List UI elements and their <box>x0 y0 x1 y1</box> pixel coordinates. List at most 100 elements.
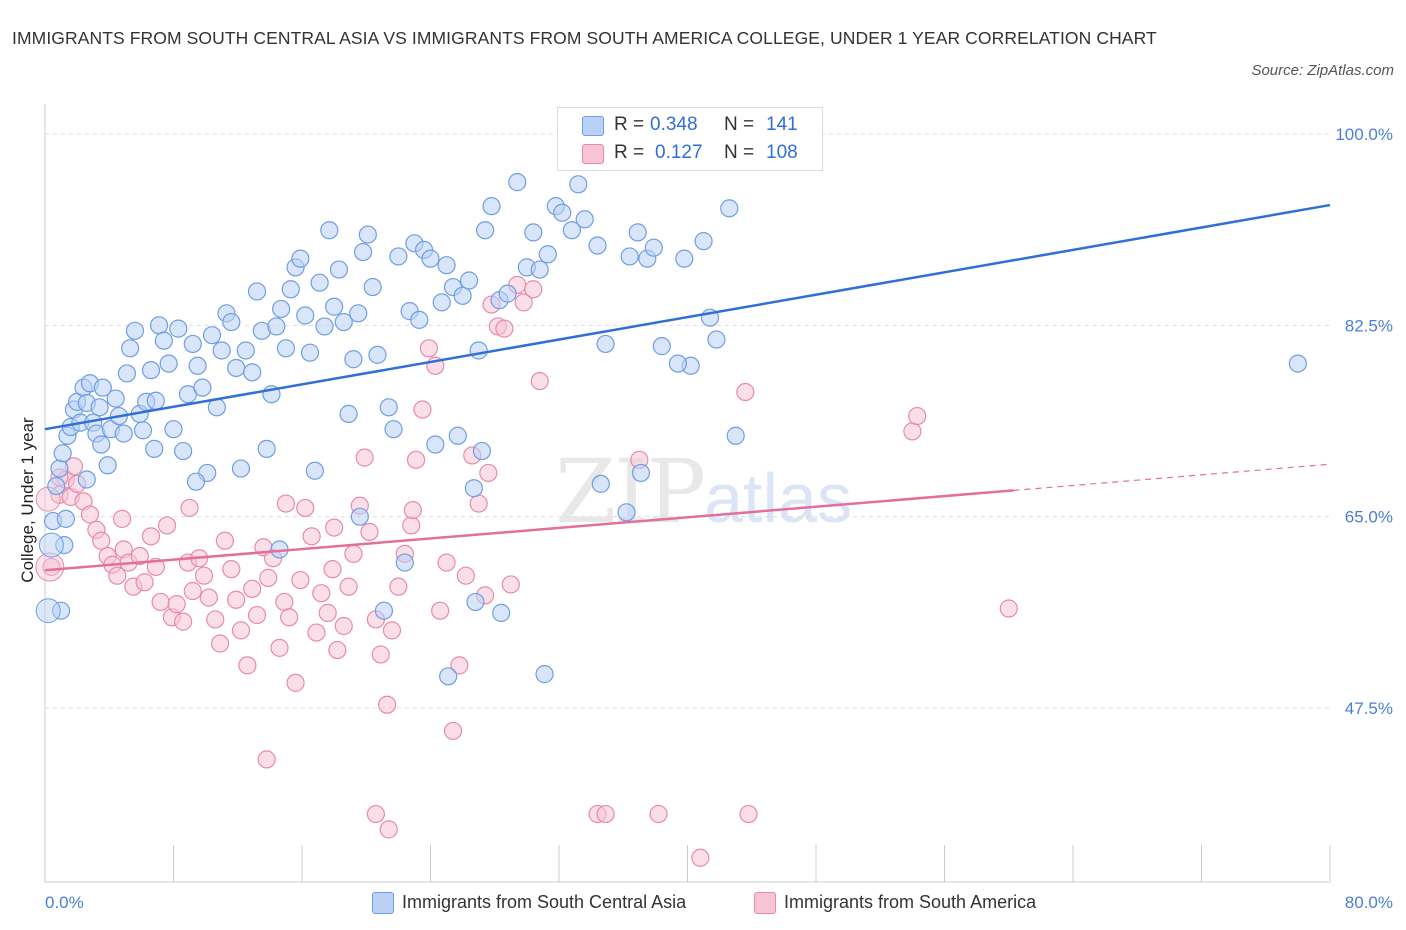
data-point-south-america <box>130 546 149 566</box>
x-tick-label: 0.0% <box>45 893 84 912</box>
data-point-south-america <box>270 638 289 657</box>
data-point-south-central-asia <box>146 391 165 410</box>
data-point-south-america <box>215 531 234 550</box>
data-point-south-america <box>479 463 498 483</box>
legend-label: Immigrants from South America <box>784 892 1037 912</box>
data-point-south-central-asia <box>453 286 472 305</box>
stats-n-label: N = <box>724 114 755 135</box>
data-point-south-central-asia <box>410 310 429 329</box>
legend-label: Immigrants from South Central Asia <box>402 892 687 912</box>
data-point-south-america <box>227 590 246 609</box>
data-point-south-america <box>450 656 469 675</box>
data-point-south-central-asia <box>588 236 607 255</box>
data-point-south-central-asia <box>186 472 206 491</box>
y-tick-label: 47.5% <box>1345 699 1393 718</box>
data-point-south-america <box>296 498 315 518</box>
data-point-south-central-asia <box>202 326 222 345</box>
data-point-south-central-asia <box>374 601 394 620</box>
data-point-south-central-asia <box>227 358 246 378</box>
data-point-south-central-asia <box>38 532 64 558</box>
data-point-south-america <box>325 518 344 537</box>
data-point-south-america <box>323 560 342 579</box>
data-point-south-central-asia <box>384 420 403 439</box>
stats-row-pink: R = 0.127 N = 108 <box>558 139 822 167</box>
data-point-south-central-asia <box>149 316 169 335</box>
stats-swatch-pink <box>582 144 604 164</box>
data-point-south-central-asia <box>448 426 467 445</box>
data-point-south-america <box>302 527 321 546</box>
data-point-south-america <box>999 599 1018 618</box>
data-point-south-america <box>247 605 267 625</box>
data-point-south-central-asia <box>421 249 440 268</box>
legend-swatch-blue <box>372 892 394 914</box>
data-point-south-central-asia <box>174 441 193 461</box>
data-point-south-central-asia <box>644 238 663 257</box>
data-point-south-central-asia <box>267 317 286 336</box>
data-point-south-america <box>199 588 218 607</box>
stats-n-label: N = <box>724 142 755 163</box>
data-point-south-america <box>691 848 710 867</box>
data-point-south-america <box>194 566 214 585</box>
data-point-south-america <box>382 621 402 640</box>
data-point-south-america <box>443 721 463 741</box>
data-point-south-america <box>280 608 299 627</box>
data-point-south-america <box>180 498 199 518</box>
data-point-south-america <box>419 339 438 358</box>
data-point-south-america <box>210 634 230 653</box>
data-point-south-central-asia <box>92 435 111 454</box>
data-point-south-america <box>276 494 296 513</box>
data-point-south-central-asia <box>300 343 320 362</box>
data-point-south-america <box>339 577 358 596</box>
data-point-south-central-asia <box>628 223 647 242</box>
data-point-south-central-asia <box>720 199 739 218</box>
data-point-south-central-asia <box>476 221 495 240</box>
stats-row-blue: R = 0.348 N = 141 <box>558 111 822 139</box>
data-point-south-central-asia <box>106 389 125 408</box>
data-point-south-america <box>596 804 615 824</box>
data-point-south-central-asia <box>675 249 694 268</box>
data-point-south-central-asia <box>281 280 300 299</box>
data-point-south-america <box>371 645 390 664</box>
data-point-south-central-asia <box>530 260 549 279</box>
tick-labels: 47.5% 65.0% 82.5% 100.0% 0.0% 80.0% <box>45 125 1393 912</box>
data-point-south-central-asia <box>145 439 164 458</box>
data-point-south-central-asia <box>379 398 398 417</box>
data-point-south-central-asia <box>464 479 483 498</box>
y-tick-label: 82.5% <box>1345 316 1393 335</box>
data-point-south-central-asia <box>344 350 363 369</box>
data-point-south-america <box>649 804 668 824</box>
data-point-south-america <box>402 516 421 535</box>
data-point-south-central-asia <box>35 598 61 624</box>
data-point-south-america <box>291 570 310 590</box>
data-point-south-central-asia <box>291 249 310 268</box>
data-point-south-america <box>469 494 488 513</box>
data-point-south-central-asia <box>320 221 339 240</box>
legend-swatch-pink <box>754 892 776 914</box>
data-point-south-central-asia <box>193 378 212 397</box>
data-point-south-america <box>456 566 475 585</box>
data-point-south-america <box>328 640 347 660</box>
data-point-south-america <box>141 527 161 546</box>
data-point-south-america <box>167 595 186 614</box>
data-point-south-central-asia <box>437 256 456 275</box>
data-point-south-america <box>903 422 922 441</box>
data-point-south-central-asia <box>257 439 276 458</box>
data-point-south-central-asia <box>169 319 188 338</box>
data-point-south-central-asia <box>125 321 145 340</box>
data-point-south-america <box>108 566 127 585</box>
data-point-south-central-asia <box>141 361 161 380</box>
data-point-south-central-asia <box>466 592 485 612</box>
data-point-south-central-asia <box>117 364 137 383</box>
data-point-south-central-asia <box>472 441 491 461</box>
data-point-south-america <box>739 804 758 824</box>
data-point-south-central-asia <box>631 463 651 483</box>
data-point-south-central-asia <box>231 459 251 478</box>
data-point-south-central-asia <box>183 334 202 354</box>
data-point-south-central-asia <box>114 424 133 443</box>
data-point-south-america <box>112 509 132 528</box>
data-point-south-america <box>231 621 251 640</box>
data-point-south-central-asia <box>498 284 517 303</box>
data-point-south-america <box>312 584 331 603</box>
data-point-south-america <box>514 293 533 312</box>
data-point-south-central-asia <box>188 356 207 375</box>
